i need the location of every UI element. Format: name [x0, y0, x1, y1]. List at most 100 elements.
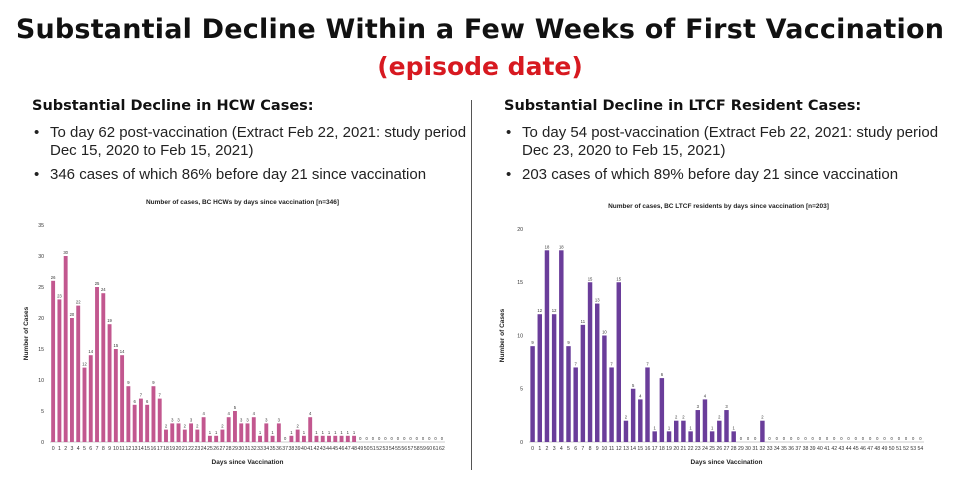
hcw-data-label: 0 — [397, 436, 400, 441]
ltcf-x-tick-label: 9 — [596, 446, 599, 452]
ltcf-data-label: 12 — [552, 308, 557, 313]
ltcf-data-label: 12 — [537, 308, 542, 313]
hcw-data-label: 26 — [51, 275, 56, 280]
hcw-x-tick-label: 37 — [282, 446, 288, 452]
hcw-data-label: 3 — [265, 417, 268, 422]
ltcf-bar — [587, 282, 593, 442]
hcw-data-label: 1 — [334, 430, 337, 435]
ltcf-x-tick-label: 13 — [623, 446, 629, 452]
hcw-bar — [151, 386, 156, 442]
hcw-data-label: 20 — [70, 312, 75, 317]
ltcf-data-label: 0 — [876, 436, 879, 441]
hcw-x-tick-label: 28 — [226, 446, 232, 452]
hcw-data-label: 1 — [303, 430, 306, 435]
ltcf-bar — [630, 388, 636, 442]
ltcf-data-label: 0 — [862, 436, 865, 441]
hcw-data-label: 4 — [309, 411, 312, 416]
hcw-x-tick-label: 42 — [314, 446, 320, 452]
hcw-bar — [126, 386, 131, 442]
hcw-x-tick-label: 18 — [163, 446, 169, 452]
ltcf-bar — [530, 346, 535, 442]
hcw-data-label: 23 — [57, 293, 62, 298]
ltcf-bar — [724, 410, 729, 442]
ltcf-data-label: 2 — [718, 415, 721, 420]
ltcf-bar — [573, 367, 578, 442]
hcw-x-axis-label: Days since Vaccination — [212, 459, 284, 466]
ltcf-x-tick-label: 2 — [546, 446, 549, 452]
hcw-x-tick-label: 29 — [232, 446, 238, 452]
ltcf-x-tick-label: 11 — [609, 446, 614, 452]
ltcf-x-tick-label: 40 — [817, 446, 823, 452]
hcw-bar — [251, 417, 256, 442]
hcw-data-label: 1 — [209, 430, 212, 435]
hcw-x-tick-label: 23 — [194, 446, 200, 452]
hcw-bullet: To day 62 post-vaccination (Extract Feb … — [32, 124, 482, 160]
hcw-data-label: 3 — [171, 417, 174, 422]
hcw-x-tick-label: 49 — [357, 446, 363, 452]
hcw-data-label: 0 — [422, 436, 425, 441]
hcw-x-tick-label: 39 — [295, 446, 301, 452]
hcw-x-tick-label: 2 — [64, 446, 67, 452]
hcw-data-label: 0 — [359, 436, 362, 441]
ltcf-data-label: 15 — [588, 276, 593, 281]
hcw-x-tick-label: 56 — [401, 446, 407, 452]
hcw-data-label: 7 — [159, 393, 162, 398]
hcw-data-label: 1 — [347, 430, 350, 435]
hcw-bar — [233, 411, 237, 442]
ltcf-data-label: 4 — [639, 393, 642, 398]
hcw-data-label: 24 — [101, 287, 106, 292]
hcw-bar — [214, 435, 219, 442]
page-title: Substantial Decline Within a Few Weeks o… — [15, 14, 945, 45]
ltcf-x-tick-label: 33 — [767, 446, 773, 452]
hcw-bar — [195, 429, 200, 442]
hcw-bullet: 346 cases of which 86% before day 21 sin… — [32, 166, 482, 184]
ltcf-bullet: 203 cases of which 89% before day 21 sin… — [504, 166, 954, 184]
hcw-x-tick-label: 5 — [83, 446, 86, 452]
ltcf-bar — [645, 367, 650, 442]
ltcf-x-tick-label: 12 — [616, 446, 622, 452]
hcw-bar — [327, 435, 331, 442]
ltcf-x-tick-label: 36 — [788, 446, 794, 452]
hcw-x-tick-label: 22 — [188, 446, 194, 452]
hcw-y-tick-label: 10 — [38, 378, 44, 384]
ltcf-bar — [602, 335, 607, 442]
hcw-bar — [57, 299, 62, 442]
hcw-data-label: 15 — [113, 343, 118, 348]
ltcf-chart-title: Number of cases, BC LTCF residents by da… — [608, 203, 829, 210]
hcw-x-tick-label: 43 — [320, 446, 326, 452]
ltcf-bar — [666, 431, 672, 442]
hcw-y-tick-label: 20 — [38, 316, 44, 322]
ltcf-x-tick-label: 34 — [774, 446, 780, 452]
hcw-data-label: 0 — [403, 436, 406, 441]
hcw-data-label: 2 — [296, 424, 299, 429]
ltcf-data-label: 2 — [675, 415, 678, 420]
ltcf-data-label: 1 — [654, 425, 657, 430]
ltcf-bullet: To day 54 post-vaccination (Extract Feb … — [504, 124, 954, 160]
hcw-x-tick-label: 61 — [433, 446, 439, 452]
ltcf-bar — [609, 367, 614, 442]
ltcf-x-tick-label: 35 — [781, 446, 787, 452]
hcw-data-label: 4 — [253, 411, 256, 416]
ltcf-data-label: 0 — [898, 436, 901, 441]
ltcf-x-tick-label: 21 — [681, 446, 687, 452]
ltcf-data-label: 3 — [725, 404, 728, 409]
ltcf-x-tick-label: 23 — [695, 446, 701, 452]
hcw-x-tick-label: 3 — [70, 446, 73, 452]
hcw-y-tick-label: 25 — [38, 285, 44, 291]
hcw-x-tick-label: 35 — [270, 446, 276, 452]
hcw-x-tick-label: 13 — [132, 446, 138, 452]
hcw-data-label: 14 — [88, 349, 93, 354]
ltcf-x-tick-label: 15 — [637, 446, 643, 452]
ltcf-data-label: 0 — [797, 436, 800, 441]
hcw-x-tick-label: 15 — [144, 446, 150, 452]
ltcf-bar — [551, 314, 557, 442]
hcw-bar — [201, 417, 206, 442]
ltcf-x-tick-label: 8 — [589, 446, 592, 452]
ltcf-data-label: 0 — [891, 436, 894, 441]
ltcf-bar — [731, 431, 736, 442]
hcw-x-tick-label: 57 — [408, 446, 414, 452]
ltcf-x-axis-label: Days since Vaccination — [691, 459, 763, 466]
hcw-y-tick-label: 30 — [38, 254, 44, 260]
ltcf-x-tick-label: 16 — [645, 446, 651, 452]
hcw-data-label: 0 — [372, 436, 375, 441]
